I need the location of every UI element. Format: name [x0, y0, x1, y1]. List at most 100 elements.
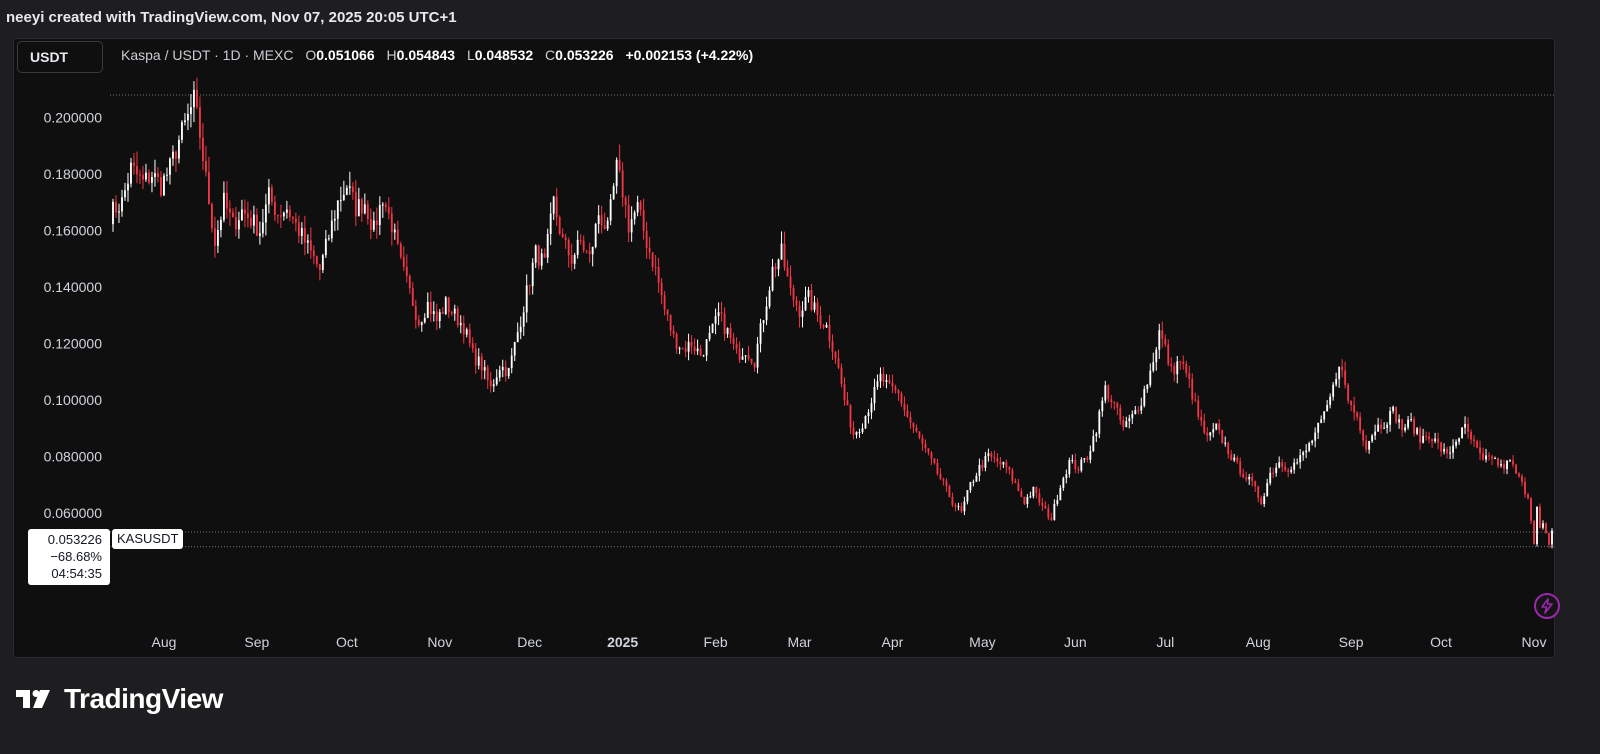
y-tick-label: 0.180000 — [44, 166, 103, 182]
candle-down — [906, 404, 909, 418]
candle-up — [777, 258, 780, 277]
candle-up — [1314, 427, 1317, 448]
candle-down — [199, 96, 201, 150]
candle-up — [1056, 494, 1059, 507]
candle-up — [1449, 446, 1452, 460]
candle-up — [330, 210, 333, 243]
currency-button[interactable]: USDT — [17, 41, 103, 73]
candle-up — [546, 228, 549, 263]
candle-up — [1176, 355, 1179, 384]
candle-up — [216, 220, 219, 253]
chart-panel[interactable] — [13, 38, 1555, 658]
candle-down — [561, 228, 564, 238]
candle-up — [1398, 414, 1401, 429]
candle-down — [1194, 392, 1197, 403]
candle-up — [151, 171, 153, 193]
candle-up — [1071, 454, 1074, 464]
candle-down — [1230, 450, 1233, 461]
candle-down — [474, 343, 477, 374]
candle-down — [933, 457, 936, 465]
candle-down — [891, 374, 894, 394]
legend-change: +0.002153 (+4.22%) — [625, 47, 754, 63]
candle-down — [1497, 457, 1499, 469]
candle-up — [855, 431, 858, 439]
candle-down — [1044, 501, 1047, 510]
candle-up — [633, 210, 636, 225]
candle-down — [693, 338, 696, 356]
candle-down — [1122, 415, 1125, 431]
candle-down — [909, 411, 912, 429]
candle-down — [852, 421, 855, 440]
candle-up — [426, 292, 429, 319]
candle-up — [393, 223, 396, 240]
candle-up — [867, 409, 870, 424]
candle-down — [408, 274, 411, 294]
candle-up — [1089, 445, 1092, 464]
candle-down — [390, 206, 393, 246]
candle-up — [1443, 443, 1446, 455]
candle-down — [1476, 439, 1478, 449]
candle-down — [1170, 357, 1173, 373]
candle-down — [600, 205, 603, 234]
candle-up — [258, 221, 261, 245]
candle-up — [163, 173, 165, 197]
candle-up — [606, 217, 609, 232]
candle-down — [1173, 362, 1176, 382]
legend-close-label: C — [545, 47, 556, 63]
candle-up — [879, 367, 882, 388]
candle-up — [714, 308, 717, 335]
candle-up — [327, 234, 330, 241]
candle-up — [1068, 457, 1071, 478]
candle-down — [999, 457, 1002, 471]
x-tick-label: 2025 — [607, 634, 638, 650]
candle-down — [1107, 384, 1110, 403]
candle-up — [522, 306, 525, 336]
candle-down — [1005, 459, 1008, 474]
candle-up — [519, 316, 522, 340]
candle-up — [372, 211, 375, 233]
grid-layer — [110, 94, 1555, 548]
candle-up — [813, 295, 816, 313]
candle-up — [609, 194, 612, 226]
candle-up — [726, 327, 729, 338]
candle-up — [498, 365, 501, 382]
candle-down — [663, 291, 666, 316]
candle-up — [957, 502, 960, 511]
candle-up — [321, 253, 324, 273]
candle-down — [1011, 467, 1014, 485]
candle-down — [918, 431, 921, 440]
candle-up — [1392, 405, 1395, 414]
candle-down — [231, 208, 234, 218]
candle-down — [642, 198, 645, 240]
candle-up — [978, 458, 981, 482]
candle-down — [1380, 418, 1383, 434]
candle-up — [708, 325, 711, 342]
candle-up — [1377, 417, 1380, 432]
candle-down — [205, 145, 207, 177]
candle-up — [1500, 459, 1502, 468]
candle-down — [1221, 429, 1224, 444]
lightning-button[interactable] — [1534, 593, 1560, 619]
candle-down — [882, 367, 885, 387]
candle-up — [1140, 397, 1143, 415]
symbol-tag: KASUSDT — [112, 529, 184, 549]
x-tick-label: Jun — [1064, 634, 1087, 650]
x-axis: Aug Sep Oct Nov Dec 2025 Feb Mar Apr May Jun Jul Aug… — [152, 634, 1547, 650]
candle-up — [1422, 428, 1425, 444]
candle-up — [1455, 439, 1457, 449]
x-tick-label: Oct — [336, 634, 358, 650]
last-price: 0.053226 — [47, 532, 102, 547]
candle-up — [1134, 405, 1137, 415]
candle-up — [1368, 440, 1371, 454]
candle-up — [166, 167, 168, 182]
candle-down — [210, 202, 213, 233]
candle-up — [124, 182, 126, 201]
candle-down — [312, 245, 315, 265]
candle-down — [468, 323, 471, 348]
candle-down — [471, 337, 474, 353]
candle-down — [142, 166, 144, 190]
candle-down — [732, 332, 735, 350]
candle-up — [741, 348, 744, 360]
y-tick-label: 0.060000 — [44, 505, 103, 521]
